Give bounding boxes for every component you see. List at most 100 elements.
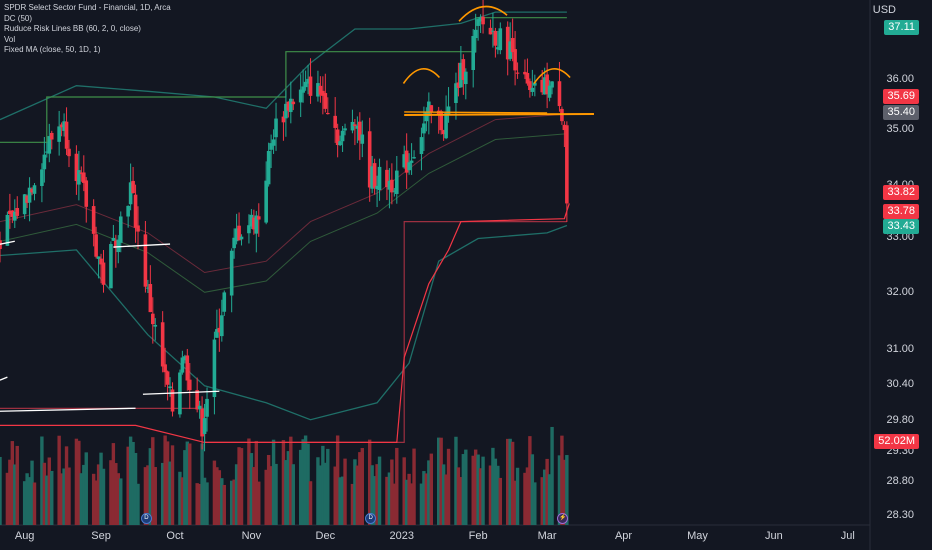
candle-body [79,172,84,175]
volume-bar [323,462,328,525]
candle-body [429,105,434,112]
price-badge: 33.78 [883,204,919,219]
candle-body [62,121,66,131]
indicator-volume[interactable]: Vol [4,34,16,44]
volume-bar [188,443,192,525]
candle-body [116,239,121,253]
x-tick-label: May [687,530,708,542]
indicator-risk-lines[interactable]: Ruduce Risk Lines BB (60, 2, 0, close) [4,24,141,33]
candle-body [5,214,10,246]
y-tick-label: 30.40 [886,378,914,390]
volume-bar [498,477,503,525]
candle-body [200,408,204,437]
candle-body [409,160,414,163]
volume-bar [392,483,397,525]
volume-bar [471,455,475,525]
dividend-icon[interactable]: D [365,513,377,524]
candle-body [202,418,207,434]
volume-bar [111,443,116,525]
candle-body [301,86,305,93]
volume-bar [74,438,79,525]
volume-bar [439,437,443,525]
volume-bar [286,451,291,525]
candle-body [165,371,170,385]
volume-bar [513,480,517,525]
volume-bar [82,464,86,525]
volume-bar [200,443,204,525]
volume-bar [444,474,448,525]
candle-body [168,386,172,389]
volume-bar [126,446,130,525]
x-tick-label: Feb [468,530,488,542]
bollinger-lower-line [0,224,568,421]
volume-bar [247,438,251,525]
volume-bar [25,473,29,525]
x-tick-label: 2023 [389,530,414,542]
white-trend-line [0,240,15,245]
candle-body [488,27,493,35]
candle-body [422,123,426,134]
candle-body [114,240,118,248]
x-tick-label: Sep [91,530,111,542]
volume-bar [387,472,392,525]
candle-body [402,154,406,168]
volume-bar [493,458,498,525]
candle-body [234,228,239,242]
candle-body [170,389,175,412]
volume-bar [454,436,458,525]
volume-bar [79,473,84,525]
volume-bar [13,464,17,525]
volume-bar [148,448,153,525]
candle-body [308,76,313,96]
candle-body [254,215,259,234]
volume-bar [133,452,138,525]
candle-body [101,262,106,285]
volume-bar [436,437,441,525]
indicator-donchian[interactable]: DC (50) [4,13,33,23]
volume-bar [45,475,49,525]
candle-body [269,143,273,150]
candle-body [197,405,202,410]
volume-bar [547,474,552,525]
indicator-fixed-ma[interactable]: Fixed MA (close, 50, 1D, 1) [4,45,101,54]
x-tick-label: Apr [614,530,633,542]
candle-body [340,130,345,142]
volume-bar [284,460,288,525]
currency-label[interactable]: USD [872,4,896,16]
candle-body [15,208,20,216]
volume-bar [27,477,32,525]
y-tick-label: 33.00 [886,231,914,243]
volume-bar [491,447,495,525]
volume-bar [8,459,12,525]
volume-bar [59,473,64,525]
candle-body [151,313,155,325]
candle-body [133,194,138,228]
candle-body [360,134,365,144]
candle-body [59,124,64,128]
candle-body [419,137,424,155]
candle-body [394,170,399,194]
volume-bar [239,448,244,525]
candle-body [540,79,545,93]
candle-body [533,82,537,86]
candle-body [57,126,61,142]
volume-bar [306,443,310,525]
volume-bar [153,467,157,525]
volume-bar [281,440,286,525]
chart-legend: SPDR Select Sector Fund - Financial, 1D,… [4,3,171,56]
candle-body [367,131,372,188]
candle-body [321,90,325,96]
candle-body [237,225,241,241]
candle-body [247,225,251,234]
volume-bar [488,465,493,525]
candle-body [10,210,15,217]
candle-body [217,327,222,333]
volume-bar [136,483,140,525]
earnings-icon[interactable]: ⚡ [557,513,569,524]
candle-body [264,180,268,223]
x-tick-label: Dec [315,530,336,542]
volume-bar [429,453,434,525]
dividend-icon[interactable]: D [140,513,152,524]
volume-bar [64,446,69,525]
